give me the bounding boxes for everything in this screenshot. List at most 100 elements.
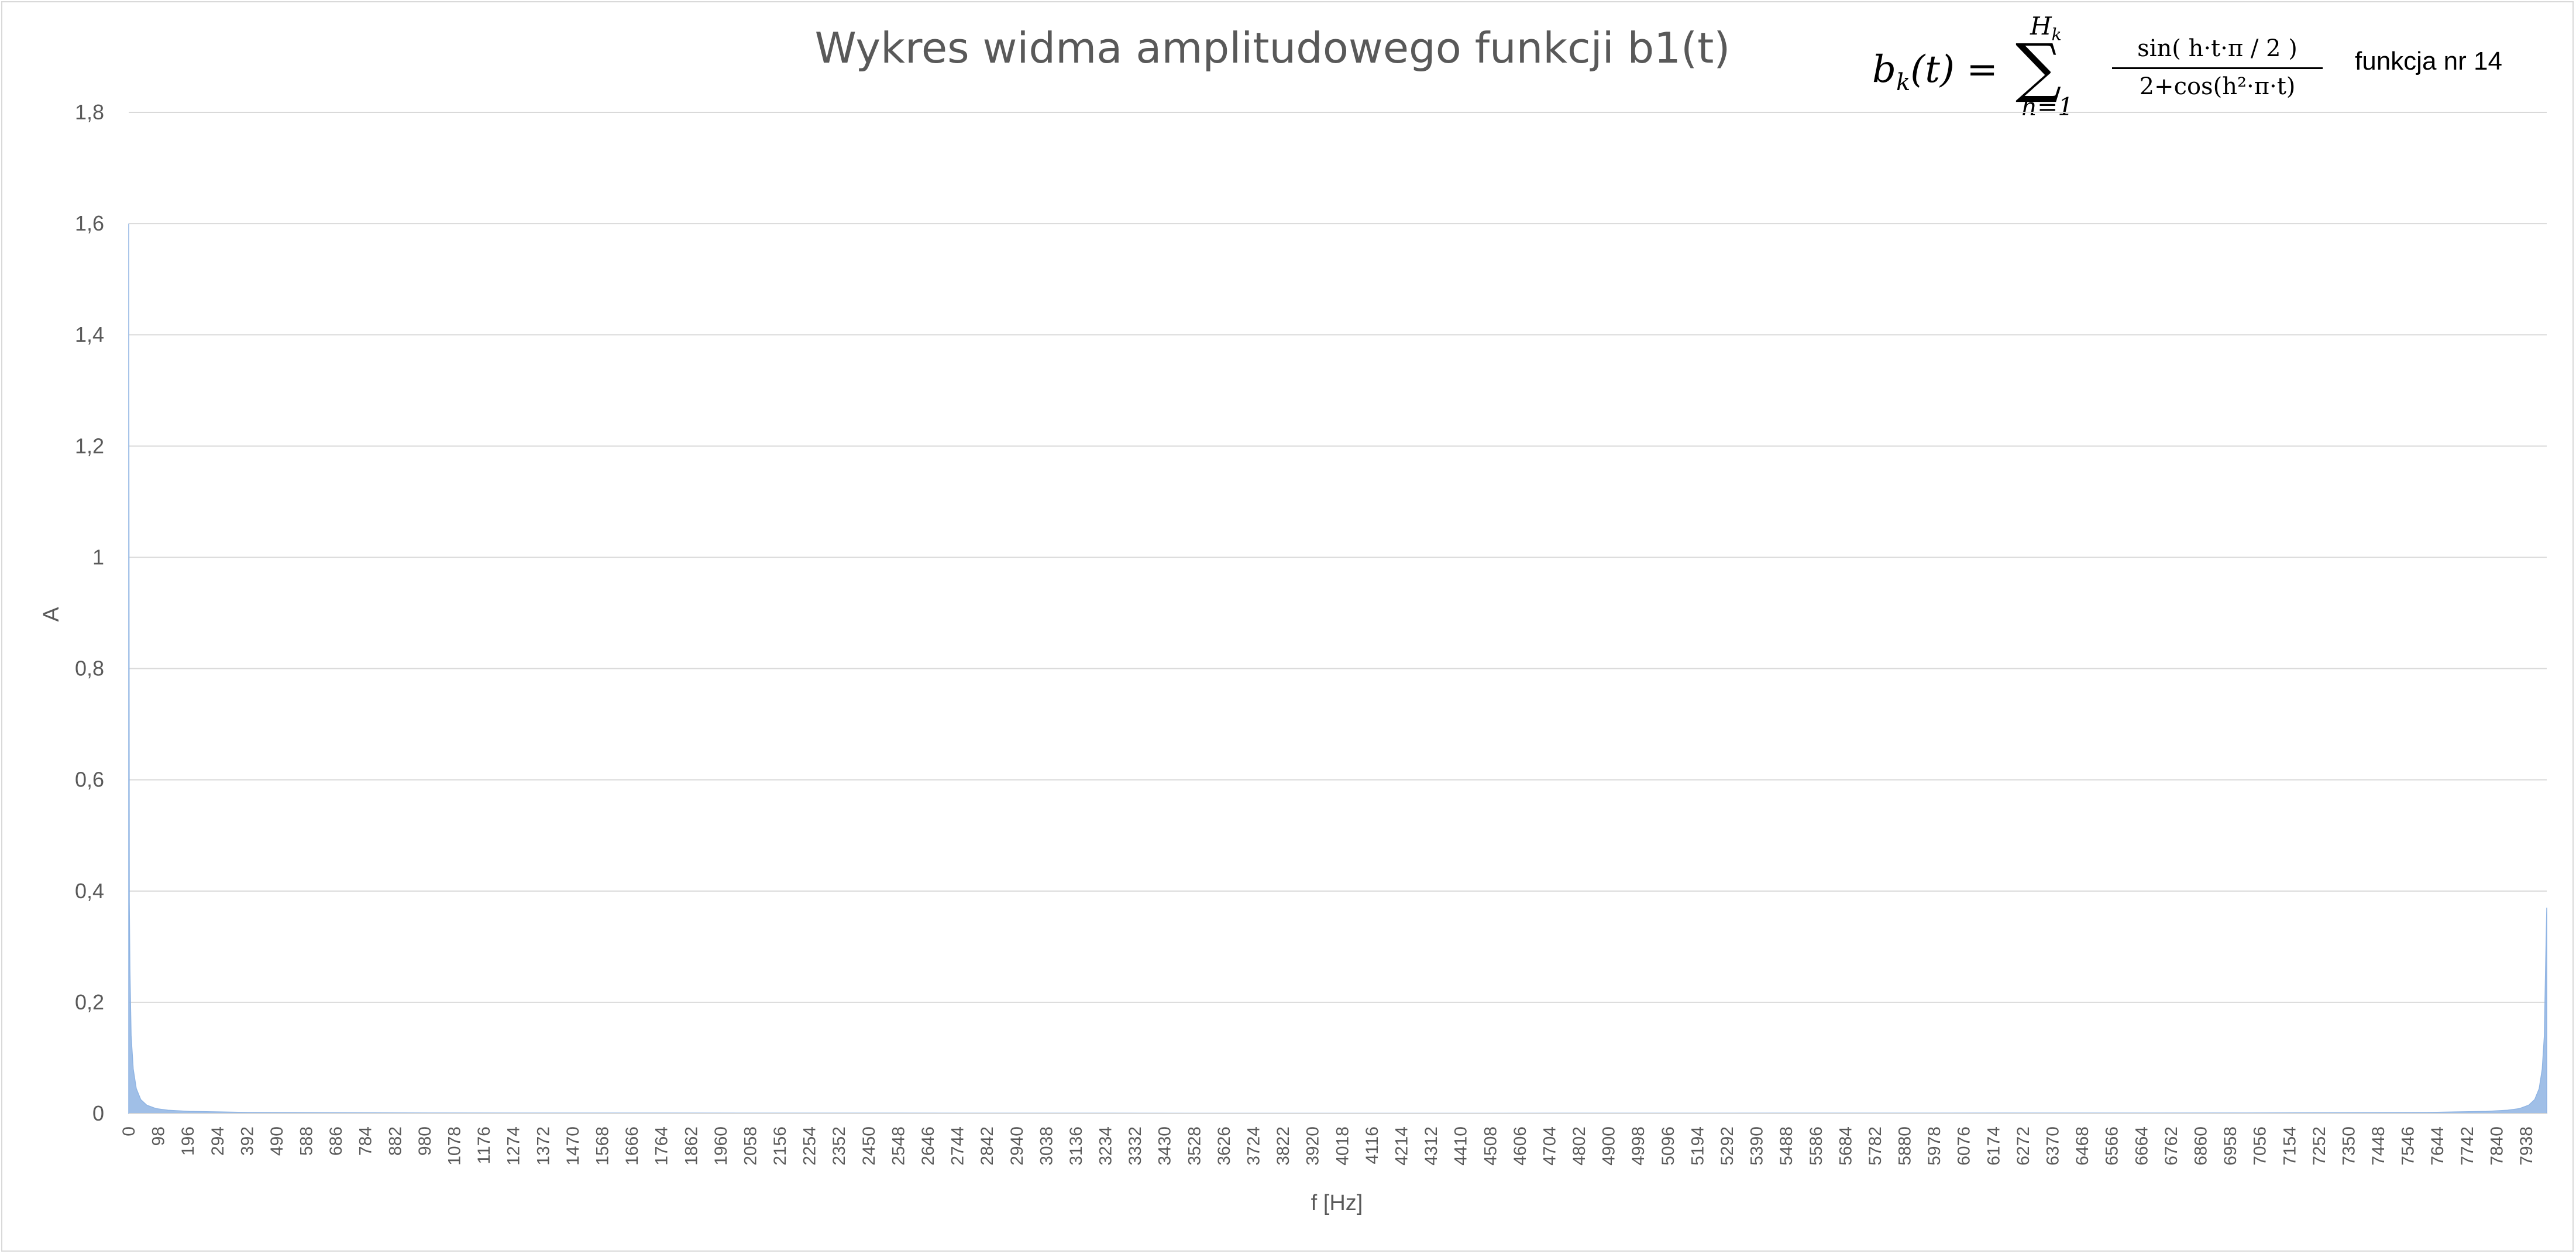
x-tick-label: 4214 <box>1392 1126 1411 1166</box>
x-tick-label: 4116 <box>1363 1126 1382 1164</box>
x-tick-label: 6566 <box>2103 1126 2122 1166</box>
formula-fraction-bar <box>2112 67 2323 69</box>
x-axis-ticks: 0 98 196 294 392 490 588 686 784 882 980 1078 1176 12… <box>119 1126 2536 1166</box>
y-axis-title: A <box>39 607 64 622</box>
x-tick-label: 3332 <box>1126 1126 1145 1166</box>
x-tick-label: 4998 <box>1629 1126 1648 1166</box>
y-tick-label: 0 <box>92 1101 104 1125</box>
x-tick-label: 2842 <box>978 1126 997 1166</box>
gridlines <box>129 112 2547 1003</box>
x-tick-label: 2450 <box>859 1126 879 1166</box>
x-tick-label: 3626 <box>1215 1126 1234 1166</box>
x-tick-label: 196 <box>178 1126 198 1156</box>
x-tick-label: 1960 <box>711 1126 731 1166</box>
x-tick-label: 5292 <box>1718 1126 1737 1166</box>
x-tick-label: 4312 <box>1422 1126 1441 1166</box>
x-tick-label: 3136 <box>1067 1126 1086 1166</box>
x-tick-label: 7448 <box>2369 1126 2388 1166</box>
x-tick-label: 3920 <box>1304 1126 1323 1166</box>
y-tick-label: 1,2 <box>75 434 104 458</box>
x-tick-label: 2254 <box>800 1126 820 1166</box>
formula-sum-lower: h=1 <box>2021 92 2073 121</box>
x-tick-label: 3234 <box>1096 1126 1116 1166</box>
y-tick-label: 0,2 <box>75 990 104 1014</box>
x-tick-label: 1764 <box>652 1126 672 1166</box>
x-tick-label: 6272 <box>2014 1126 2033 1166</box>
x-tick-label: 5194 <box>1688 1126 1707 1166</box>
x-tick-label: 686 <box>326 1126 346 1156</box>
x-tick-label: 5978 <box>1925 1126 1944 1166</box>
x-tick-label: 6468 <box>2073 1126 2092 1166</box>
formula-image: bk(t) = Hk ∑ h=1 sin( h·t·π / 2 ) 2+cos(… <box>1855 12 2323 121</box>
x-tick-label: 6958 <box>2221 1126 2240 1166</box>
x-tick-label: 2352 <box>830 1126 849 1166</box>
x-tick-label: 490 <box>267 1126 287 1156</box>
x-tick-label: 392 <box>238 1126 257 1156</box>
x-tick-label: 5880 <box>1896 1126 1915 1166</box>
x-tick-label: 3724 <box>1244 1126 1264 1166</box>
chart-title: Wykres widma amplitudowego funkcji b1(t) <box>814 23 1731 73</box>
function-number-label: funkcja nr 14 <box>2355 47 2502 75</box>
x-tick-label: 5782 <box>1866 1126 1885 1166</box>
x-tick-label: 1078 <box>445 1126 465 1166</box>
y-axis-ticks: 0 0,2 0,4 0,6 0,8 1 1,2 1,4 1,6 1,8 <box>75 100 104 1125</box>
x-tick-label: 98 <box>149 1126 168 1146</box>
x-tick-label: 4900 <box>1600 1126 1619 1166</box>
x-tick-label: 1274 <box>504 1126 524 1166</box>
x-tick-label: 4802 <box>1570 1126 1589 1166</box>
x-tick-label: 6370 <box>2044 1126 2063 1166</box>
formula-numerator: sin( h·t·π / 2 ) <box>2137 35 2298 62</box>
x-tick-label: 7546 <box>2399 1126 2418 1166</box>
x-tick-label: 6860 <box>2191 1126 2210 1166</box>
x-tick-label: 294 <box>208 1126 228 1156</box>
x-tick-label: 0 <box>119 1126 139 1136</box>
x-tick-label: 7252 <box>2310 1126 2329 1166</box>
formula-sum-upper: Hk <box>2030 12 2062 44</box>
x-tick-label: 4606 <box>1511 1126 1530 1166</box>
y-tick-label: 1,4 <box>75 322 104 346</box>
x-tick-label: 6762 <box>2162 1126 2181 1166</box>
formula-lhs: bk(t) = <box>1872 48 1998 96</box>
x-tick-label: 4704 <box>1540 1126 1559 1166</box>
x-tick-label: 7644 <box>2428 1126 2447 1166</box>
x-tick-label: 4018 <box>1333 1126 1352 1166</box>
x-tick-label: 784 <box>356 1126 376 1156</box>
x-tick-label: 588 <box>297 1126 317 1156</box>
y-tick-label: 1,6 <box>75 211 104 235</box>
x-tick-label: 3822 <box>1274 1126 1293 1166</box>
x-tick-label: 6664 <box>2132 1126 2151 1166</box>
x-tick-label: 3038 <box>1037 1126 1056 1166</box>
x-tick-label: 5586 <box>1807 1126 1826 1166</box>
x-tick-label: 1666 <box>622 1126 642 1166</box>
x-tick-label: 2646 <box>919 1126 938 1166</box>
x-tick-label: 5684 <box>1836 1126 1855 1166</box>
x-tick-label: 6174 <box>1984 1126 2003 1166</box>
y-tick-label: 0,6 <box>75 768 104 792</box>
formula-denominator: 2+cos(h²·π·t) <box>2139 73 2296 100</box>
x-tick-label: 980 <box>415 1126 435 1156</box>
x-tick-label: 7938 <box>2517 1126 2536 1166</box>
x-axis-title: f [Hz] <box>1311 1191 1363 1215</box>
x-tick-label: 1568 <box>593 1126 612 1166</box>
x-tick-label: 2156 <box>771 1126 790 1166</box>
y-tick-label: 0,8 <box>75 657 104 681</box>
x-tick-label: 3528 <box>1185 1126 1204 1166</box>
y-tick-label: 1,8 <box>75 100 104 124</box>
x-tick-label: 5096 <box>1659 1126 1678 1166</box>
x-tick-label: 1176 <box>474 1126 494 1164</box>
x-tick-label: 5488 <box>1777 1126 1796 1166</box>
x-tick-label: 4508 <box>1481 1126 1500 1166</box>
y-tick-label: 0,4 <box>75 879 104 903</box>
x-tick-label: 7742 <box>2458 1126 2477 1166</box>
x-tick-label: 882 <box>386 1126 405 1156</box>
x-tick-label: 6076 <box>1955 1126 1974 1166</box>
x-tick-label: 2058 <box>741 1126 760 1166</box>
x-tick-label: 7056 <box>2251 1126 2270 1166</box>
x-tick-label: 3430 <box>1155 1126 1175 1166</box>
x-tick-label: 7840 <box>2487 1126 2506 1166</box>
x-tick-label: 5390 <box>1748 1126 1767 1166</box>
x-tick-label: 2548 <box>889 1126 908 1166</box>
x-tick-label: 2744 <box>948 1126 968 1166</box>
